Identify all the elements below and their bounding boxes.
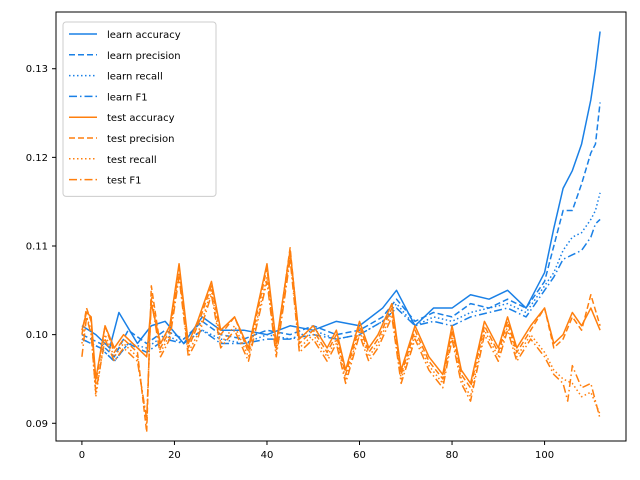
legend-label-test-precision: test precision: [107, 134, 175, 145]
x-tick-label: 0: [79, 450, 85, 461]
y-tick-label: 0.12: [26, 153, 48, 164]
legend: learn accuracy learn precision learn recal…: [62, 21, 217, 197]
legend-label-learn-recall: learn recall: [107, 72, 163, 83]
legend-label-learn-precision: learn precision: [107, 51, 181, 62]
legend-box: [62, 21, 217, 197]
series-line-test-accuracy: [81, 249, 601, 385]
y-axis: 0.09 0.10 0.11 0.12 0.13: [26, 64, 56, 430]
y-tick-label: 0.13: [26, 64, 48, 75]
legend-label-test-f1: test F1: [107, 176, 142, 187]
y-tick-label: 0.10: [26, 330, 48, 341]
y-tick-label: 0.09: [26, 419, 48, 430]
legend-label-learn-accuracy: learn accuracy: [107, 30, 181, 41]
series-line-test-recall: [81, 254, 601, 425]
series-line-test-f1: [81, 258, 601, 420]
legend-label-test-accuracy: test accuracy: [107, 113, 175, 124]
legend-label-learn-f1: learn F1: [107, 92, 148, 103]
x-tick-label: 100: [535, 450, 554, 461]
x-tick-label: 20: [168, 450, 181, 461]
x-tick-label: 80: [446, 450, 459, 461]
x-tick-label: 40: [261, 450, 274, 461]
x-tick-label: 60: [353, 450, 366, 461]
x-axis: 0 20 40 60 80 100: [79, 441, 554, 461]
legend-label-test-recall: test recall: [107, 155, 157, 166]
series-line-learn-f1: [81, 218, 601, 362]
plot-frame: [55, 11, 627, 442]
y-tick-label: 0.11: [26, 242, 48, 253]
series-layer: [81, 31, 601, 433]
